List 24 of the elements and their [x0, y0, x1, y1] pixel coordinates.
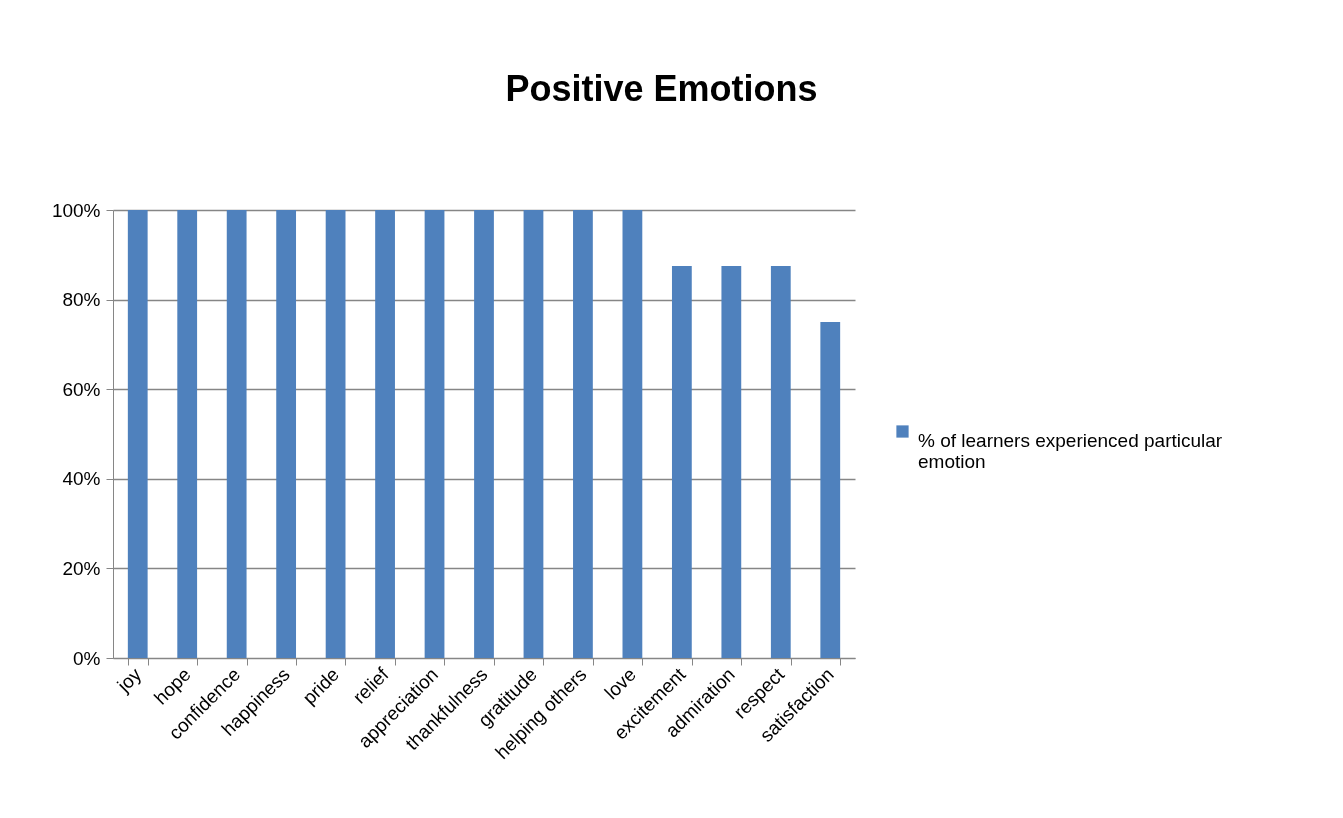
bar — [127, 210, 148, 658]
bar — [820, 322, 841, 658]
y-tick-label: 0% — [73, 647, 101, 669]
bar — [325, 210, 346, 658]
y-tick-label: 60% — [62, 378, 101, 400]
bar — [523, 210, 544, 658]
y-tick-label: 80% — [62, 289, 101, 311]
y-tick-label: 20% — [62, 557, 101, 579]
bar — [424, 210, 445, 658]
chart-title: Positive Emotions — [505, 68, 818, 109]
y-tick-label: 40% — [62, 468, 101, 490]
bar — [573, 210, 593, 658]
bar — [721, 266, 742, 658]
bar — [770, 266, 791, 658]
legend-label: % of learners experienced particular emotion — [918, 429, 1223, 472]
bar — [177, 210, 198, 658]
bar — [375, 210, 395, 658]
y-tick-label: 100% — [51, 199, 101, 221]
bar — [226, 210, 247, 658]
bar — [671, 266, 692, 658]
bar — [474, 210, 494, 658]
bar — [622, 210, 643, 658]
x-tick-label: joy — [112, 663, 146, 697]
bar — [276, 210, 297, 658]
